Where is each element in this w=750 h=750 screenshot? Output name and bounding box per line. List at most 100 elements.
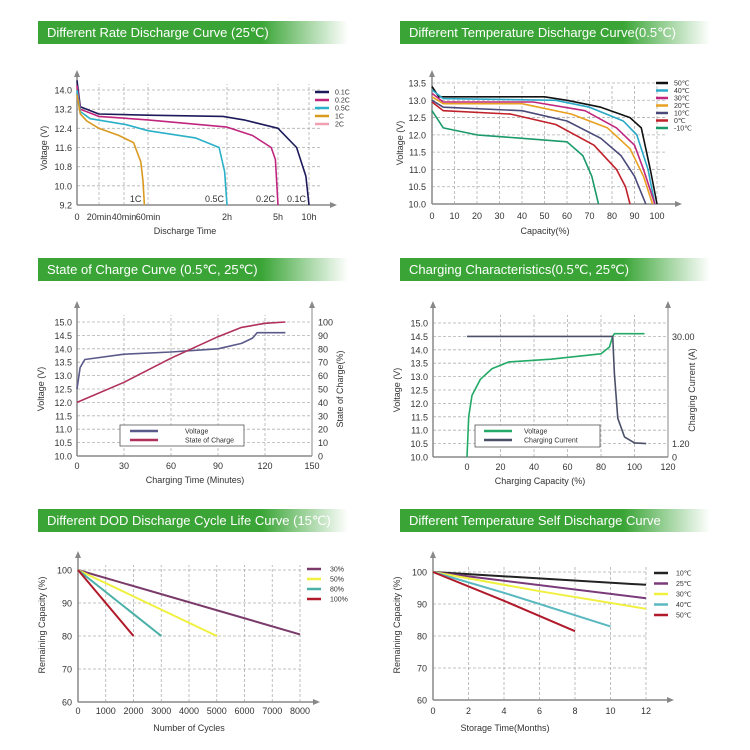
legend-label: 1C (335, 114, 344, 121)
legend-label: 50℃ (674, 81, 690, 88)
y-axis-arrow-icon (74, 70, 80, 77)
x-tick-label: 100 (627, 462, 642, 472)
legend-label: 30℃ (676, 592, 692, 599)
chart-1: 9.2 10.0 10.8 11.6 12.4 13.2 14.0 0 20min 40min 60… (39, 70, 350, 236)
chart-title-state-of-charge: State of Charge Curve (0.5℃, 25℃) (38, 258, 348, 281)
legend-label: 0.5C (335, 106, 350, 113)
y-axis-arrow-icon (429, 70, 435, 77)
legend-label: 10℃ (676, 571, 692, 578)
y-tick-label: 15.0 (54, 318, 72, 328)
series-line-50 (77, 569, 218, 637)
y2-tick-label: 70 (318, 358, 328, 368)
y-axis-label: Remaining Capacity (%) (392, 576, 402, 673)
x-axis-label: Discharge Time (154, 226, 217, 236)
y-tick-label: 14.0 (54, 344, 72, 354)
legend-label: 30% (330, 567, 344, 574)
legend: Voltage State of Charge (119, 424, 245, 447)
y-tick-label: 12.5 (54, 385, 72, 395)
x-tick-label: 8 (572, 706, 577, 716)
x-tick-label: 120 (660, 462, 675, 472)
y-tick-label: 12.0 (410, 399, 428, 409)
legend-label: 40℃ (674, 88, 690, 95)
y2-axis-arrow-icon (309, 301, 315, 308)
y-tick-label: 12.0 (408, 130, 426, 140)
series-line-100 (77, 569, 135, 637)
legend: 30% 50% 80% 100% (307, 567, 348, 604)
y-tick-label: 100 (57, 566, 72, 576)
series-line-30 (77, 569, 301, 636)
y-tick-label: 13.5 (410, 359, 428, 369)
x-tick-label: 0 (430, 706, 435, 716)
x-tick-label: 8000 (290, 706, 310, 716)
legend-label: Charging Current (524, 438, 578, 445)
x-tick-label: 70 (584, 211, 594, 221)
x-axis-label: Capacity(%) (520, 226, 569, 236)
x-tick-label: 2h (222, 212, 232, 222)
y-tick-label: 10.5 (54, 438, 72, 448)
series-line-StateofCharge (76, 321, 286, 404)
y-tick-label: 14.0 (54, 86, 72, 96)
y-tick-label: 14.0 (410, 345, 428, 355)
curve-annotation: 1C (130, 194, 142, 204)
x-axis-arrow-icon (330, 202, 337, 208)
x-tick-label: 60min (136, 212, 161, 222)
y2-tick-label: 90 (318, 331, 328, 341)
x-tick-label: 0 (464, 462, 469, 472)
x-tick-label: 2000 (123, 706, 143, 716)
x-tick-label: 10 (605, 706, 615, 716)
series-line-10 (431, 99, 647, 205)
y-axis-label: Voltage (V) (39, 126, 49, 171)
y-tick-label: 11.0 (409, 165, 426, 175)
legend-label: 30℃ (674, 96, 690, 103)
curve-annotation: 0.2C (256, 194, 276, 204)
y-tick-label: 90 (62, 599, 72, 609)
y-tick-label: 70 (417, 664, 427, 674)
x-tick-label: 50 (539, 211, 549, 221)
y-tick-label: 13.0 (408, 96, 426, 106)
x-tick-label: 40min (112, 212, 137, 222)
x-axis-arrow-icon (667, 697, 674, 703)
x-tick-label: 60 (562, 462, 572, 472)
x-tick-label: 0 (74, 212, 79, 222)
x-tick-label: 4 (501, 706, 506, 716)
y-tick-label: 12.5 (408, 113, 426, 123)
y2-tick-label: 30 (318, 411, 328, 421)
y2-tick-label: 80 (318, 344, 328, 354)
y-tick-label: 80 (417, 632, 427, 642)
x-tick-label: 12 (641, 706, 651, 716)
y-tick-label: 100 (412, 568, 427, 578)
y-tick-label: 70 (62, 665, 72, 675)
x-axis-arrow-icon (675, 201, 682, 207)
x-tick-label: 5h (273, 212, 283, 222)
y-axis-arrow-icon (75, 551, 81, 558)
y-tick-label: 9.2 (59, 201, 72, 211)
legend-label: 0.1C (335, 90, 350, 97)
legend: 10℃ 25℃ 30℃ 40℃ 50℃ (654, 571, 692, 620)
x-tick-label: 150 (304, 461, 319, 471)
series-line-50 (432, 571, 576, 633)
y2-tick-label: 60 (318, 371, 328, 381)
legend-label: Voltage (185, 429, 208, 436)
legend-label: 40℃ (676, 602, 692, 609)
y2-tick-label: 30.00 (672, 332, 695, 342)
legend-label: 20℃ (674, 103, 690, 110)
y2-axis-arrow-icon (665, 301, 671, 308)
x-tick-label: 40 (529, 462, 539, 472)
legend-label: State of Charge (185, 438, 234, 445)
series-line-40 (432, 571, 611, 628)
y-axis-label: Remaining Capacity (%) (37, 576, 47, 673)
y-tick-label: 11.5 (409, 148, 426, 158)
chart-title-self-discharge: Different Temperature Self Discharge Cur… (400, 509, 710, 532)
x-tick-label: 10h (301, 212, 316, 222)
x-tick-label: 6 (537, 706, 542, 716)
y-tick-label: 13.0 (54, 371, 72, 381)
y-tick-label: 12.4 (54, 124, 72, 134)
y-tick-label: 15.0 (410, 319, 428, 329)
legend: 50℃40℃30℃20℃10℃0℃-10℃ (656, 81, 692, 133)
x-tick-label: 20 (472, 211, 482, 221)
series-line-Voltage (76, 331, 286, 390)
y2-tick-label: 1.20 (672, 439, 690, 449)
y2-tick-label: 10 (318, 438, 328, 448)
x-tick-label: 10 (449, 211, 459, 221)
